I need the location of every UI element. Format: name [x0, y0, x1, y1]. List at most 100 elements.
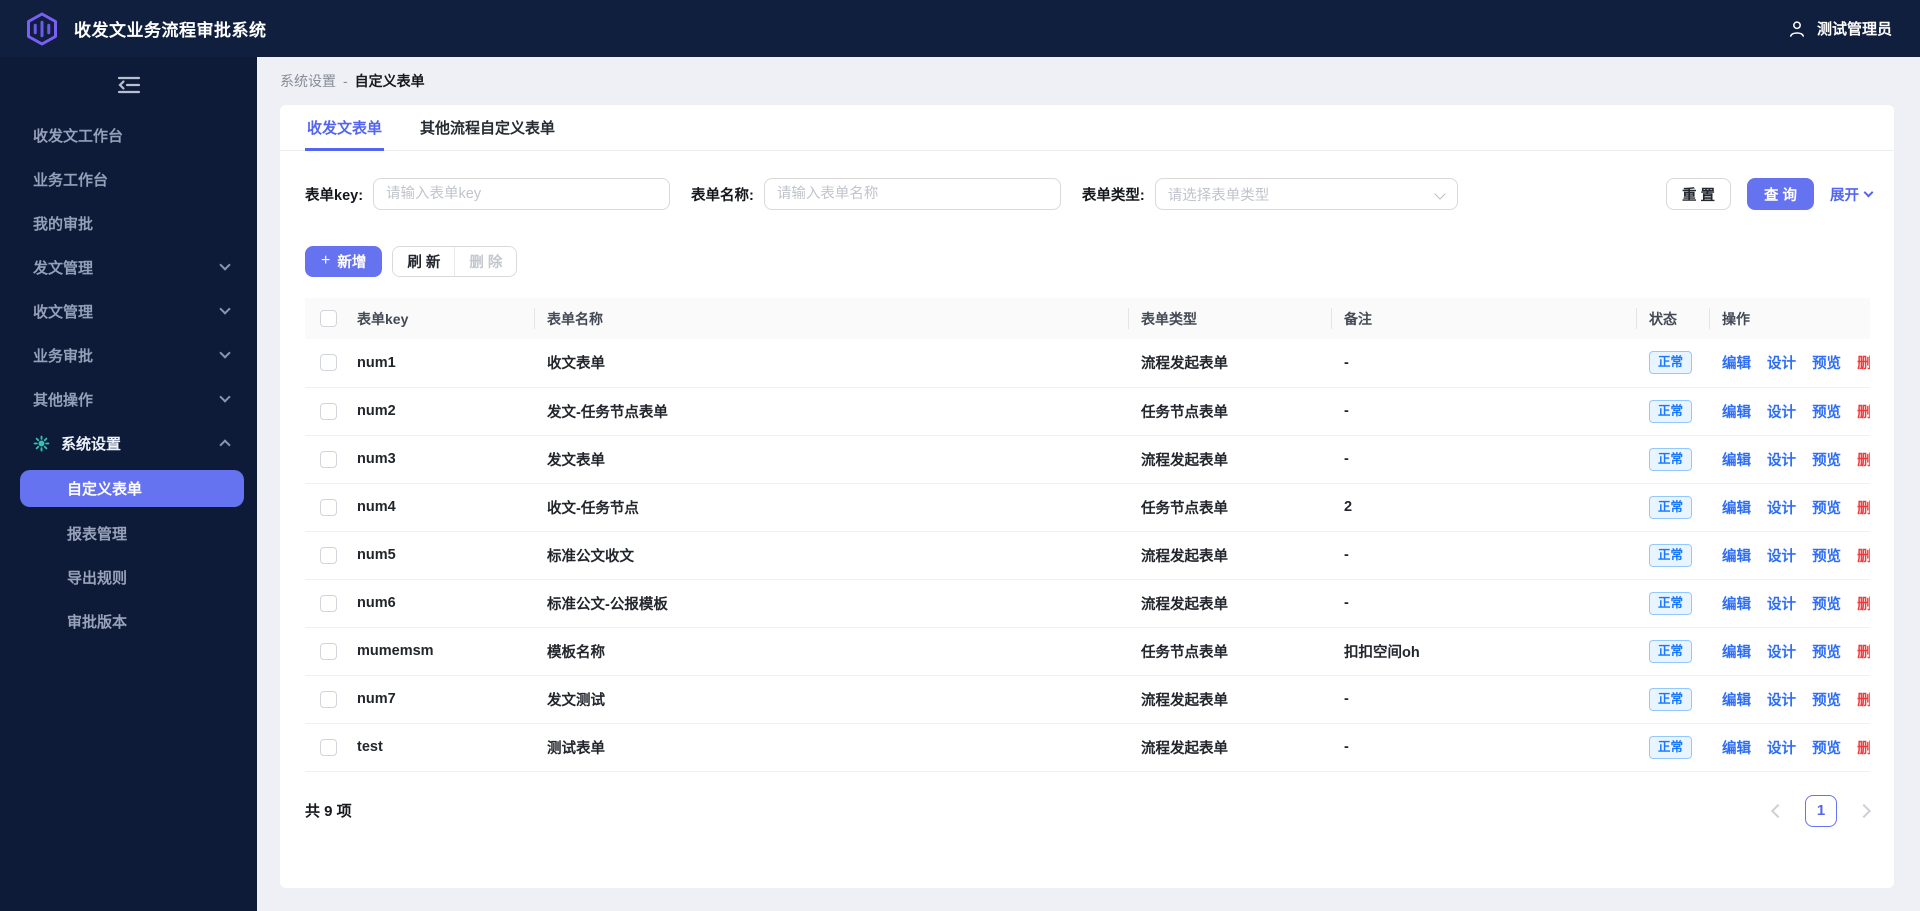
sidebar-subitem[interactable]: 审批版本 — [67, 613, 128, 631]
design-link[interactable]: 设计 — [1767, 644, 1797, 661]
status-badge: 正常 — [1649, 543, 1693, 567]
preview-link[interactable]: 预览 — [1812, 548, 1842, 565]
delete-link[interactable]: 删除 — [1857, 549, 1870, 565]
refresh-button[interactable]: 刷 新 — [393, 247, 455, 276]
edit-link[interactable]: 编辑 — [1722, 644, 1751, 661]
pagination: 1 — [1770, 794, 1872, 827]
preview-link[interactable]: 预览 — [1812, 596, 1842, 613]
sidebar-item[interactable]: 发文管理 — [0, 245, 257, 289]
design-link[interactable]: 设计 — [1767, 596, 1797, 613]
cell-remark: - — [1332, 387, 1637, 436]
sidebar-item[interactable]: 业务工作台 — [33, 171, 109, 189]
row-checkbox[interactable] — [319, 498, 337, 516]
select-chevron-down-icon — [1434, 188, 1446, 200]
delete-link[interactable]: 删除 — [1857, 645, 1870, 661]
row-checkbox[interactable] — [319, 738, 337, 756]
forms-table: 表单key 表单名称 表单类型 备注 状态 操作 num1 — [305, 298, 1870, 772]
tab-send-receive-forms[interactable]: 收发文表单 — [305, 105, 385, 151]
cell-remark: - — [1332, 531, 1637, 580]
edit-link[interactable]: 编辑 — [1722, 740, 1751, 757]
row-checkbox[interactable] — [319, 450, 337, 468]
row-checkbox[interactable] — [319, 546, 337, 564]
edit-link[interactable]: 编辑 — [1722, 404, 1751, 421]
sidebar-subitem[interactable]: 导出规则 — [67, 569, 128, 587]
row-checkbox[interactable] — [319, 690, 337, 708]
sidebar-item[interactable]: 业务审批 — [0, 333, 257, 377]
delete-link[interactable]: 删除 — [1857, 597, 1870, 613]
delete-link[interactable]: 删除 — [1857, 501, 1870, 517]
breadcrumb-separator: - — [343, 73, 348, 89]
design-link[interactable]: 设计 — [1767, 692, 1797, 709]
pagination-prev-icon[interactable] — [1770, 803, 1786, 818]
design-link[interactable]: 设计 — [1767, 356, 1797, 373]
table-row: test 测试表单 流程发起表单 - 正常 编辑 设计 预览 删除 — [305, 723, 1870, 772]
search-button[interactable]: 查 询 — [1746, 178, 1814, 210]
cell-operations: 编辑 设计 预览 删除 — [1710, 435, 1870, 484]
sidebar-subitem[interactable]: 自定义表单 — [20, 470, 244, 507]
cell-remark: - — [1332, 339, 1637, 388]
form-name-label: 表单名称: — [691, 187, 754, 204]
sidebar-item-system-settings[interactable]: 系统设置 — [0, 421, 257, 465]
cell-form-key: num3 — [345, 435, 535, 484]
menu-fold-icon[interactable] — [109, 71, 149, 99]
gear-icon — [33, 435, 50, 452]
edit-link[interactable]: 编辑 — [1722, 692, 1751, 709]
design-link[interactable]: 设计 — [1767, 548, 1797, 565]
row-checkbox[interactable] — [319, 594, 337, 612]
cell-form-key: num1 — [345, 339, 535, 388]
reset-button[interactable]: 重 置 — [1665, 178, 1731, 210]
preview-link[interactable]: 预览 — [1812, 740, 1842, 757]
cell-form-key: num5 — [345, 531, 535, 580]
cell-operations: 编辑 设计 预览 删除 — [1710, 387, 1870, 436]
tab-other-process-forms[interactable]: 其他流程自定义表单 — [420, 120, 556, 137]
expand-toggle[interactable]: 展开 — [1830, 184, 1874, 205]
design-link[interactable]: 设计 — [1767, 740, 1797, 757]
delete-link[interactable]: 删除 — [1857, 453, 1870, 469]
add-button[interactable]: + 新增 — [305, 246, 383, 277]
sidebar-item[interactable]: 其他操作 — [0, 377, 257, 421]
preview-link[interactable]: 预览 — [1812, 452, 1842, 469]
delete-link[interactable]: 删除 — [1857, 693, 1870, 709]
preview-link[interactable]: 预览 — [1812, 500, 1842, 517]
filter-actions: 重 置 查 询 展开 — [1665, 178, 1874, 210]
cell-form-name: 发文-任务节点表单 — [535, 387, 1129, 436]
preview-link[interactable]: 预览 — [1812, 692, 1842, 709]
delete-link[interactable]: 删除 — [1857, 356, 1870, 373]
delete-link[interactable]: 删除 — [1857, 405, 1870, 421]
form-key-input[interactable] — [373, 178, 671, 210]
edit-link[interactable]: 编辑 — [1722, 500, 1751, 517]
chevron-down-icon — [219, 391, 231, 403]
cell-form-type: 任务节点表单 — [1129, 627, 1332, 676]
row-checkbox[interactable] — [319, 402, 337, 420]
edit-link[interactable]: 编辑 — [1722, 356, 1751, 373]
design-link[interactable]: 设计 — [1767, 404, 1797, 421]
preview-link[interactable]: 预览 — [1812, 644, 1842, 661]
select-all-checkbox[interactable] — [319, 310, 337, 328]
cell-remark: 2 — [1332, 483, 1637, 532]
sidebar-item[interactable]: 我的审批 — [33, 215, 94, 233]
sidebar-item[interactable]: 收发文工作台 — [33, 127, 124, 145]
delete-link[interactable]: 删除 — [1857, 741, 1870, 757]
preview-link[interactable]: 预览 — [1812, 356, 1842, 373]
cell-form-type: 流程发起表单 — [1129, 675, 1332, 724]
edit-link[interactable]: 编辑 — [1722, 452, 1751, 469]
cell-form-name: 模板名称 — [535, 627, 1129, 676]
sidebar-subitem[interactable]: 报表管理 — [67, 525, 128, 543]
form-type-select[interactable]: 请选择表单类型 — [1154, 178, 1458, 210]
design-link[interactable]: 设计 — [1767, 500, 1797, 517]
preview-link[interactable]: 预览 — [1812, 404, 1842, 421]
sidebar-item[interactable]: 收文管理 — [0, 289, 257, 333]
edit-link[interactable]: 编辑 — [1722, 596, 1751, 613]
design-link[interactable]: 设计 — [1767, 452, 1797, 469]
status-badge: 正常 — [1649, 495, 1693, 519]
form-name-input[interactable] — [763, 178, 1061, 210]
delete-button[interactable]: 删 除 — [454, 247, 517, 276]
main-content: 系统设置 - 自定义表单 收发文表单 其他流程自定义表单 表单key: 表单名称… — [257, 57, 1920, 911]
pagination-next-icon[interactable] — [1856, 803, 1872, 818]
row-checkbox[interactable] — [319, 354, 337, 372]
edit-link[interactable]: 编辑 — [1722, 548, 1751, 565]
user-menu[interactable]: 测试管理员 — [1787, 18, 1892, 39]
cell-remark: - — [1332, 579, 1637, 628]
page-1-button[interactable]: 1 — [1805, 794, 1837, 827]
row-checkbox[interactable] — [319, 642, 337, 660]
